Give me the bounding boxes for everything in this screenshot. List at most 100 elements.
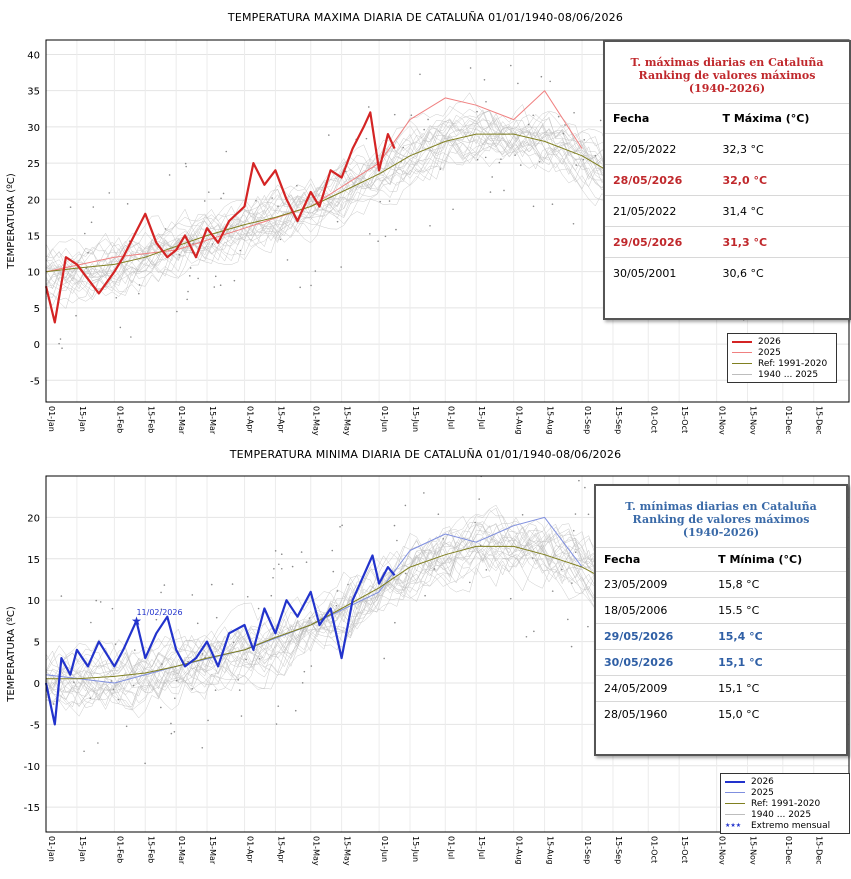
history-point — [383, 657, 385, 660]
history-point — [95, 599, 98, 602]
history-point — [280, 567, 283, 570]
y-tick-label: 20 — [27, 513, 40, 524]
ranking-row: 22/05/2022 32,3 °C — [605, 133, 849, 165]
history-point — [314, 270, 317, 272]
legend-item: ★★★ Extremo mensual — [725, 820, 845, 831]
history-point — [489, 191, 492, 193]
history-point — [519, 164, 522, 166]
history-point — [58, 342, 60, 345]
x-tick-label: 01-Oct — [649, 836, 658, 863]
history-point — [160, 706, 162, 709]
history-point — [344, 170, 347, 173]
x-tick-label: 01-Mar — [177, 406, 186, 435]
history-point — [369, 233, 371, 235]
ranking-cell-date: 24/05/2009 — [596, 675, 711, 702]
ranking-row: 23/05/2009 15,8 °C — [596, 571, 846, 598]
history-point — [60, 595, 63, 597]
y-tick-label: 20 — [27, 195, 40, 206]
x-tick-label: 01-Jul — [446, 836, 455, 859]
history-point — [571, 582, 573, 584]
ranking-cell-date: 29/05/2026 — [605, 226, 715, 258]
ranking-cell-date: 23/05/2009 — [596, 571, 711, 598]
history-point — [517, 82, 519, 85]
history-point — [280, 553, 283, 556]
ranking-cell-date: 29/05/2026 — [596, 623, 711, 650]
history-point — [365, 137, 368, 140]
x-tick-label: 01-Jun — [380, 836, 389, 862]
history-point — [483, 78, 486, 81]
history-point — [170, 722, 172, 725]
history-point — [549, 80, 551, 83]
history-point — [214, 689, 217, 691]
x-tick-label: 15-Aug — [546, 406, 555, 435]
history-point — [191, 594, 194, 596]
x-tick-label: 01-May — [312, 836, 321, 866]
history-point — [119, 326, 122, 329]
legend-swatch — [732, 352, 752, 353]
ranking-cell-date: 28/05/1960 — [596, 701, 711, 728]
history-point — [170, 732, 173, 735]
y-tick-label: 15 — [27, 231, 40, 242]
history-point — [126, 203, 129, 205]
history-point — [574, 513, 577, 515]
series-line-2026-max — [44, 111, 396, 324]
x-tick-label: 15-Jun — [411, 406, 420, 432]
legend-swatch — [725, 780, 745, 783]
history-point — [532, 114, 535, 117]
history-point — [396, 539, 398, 542]
history-point — [279, 238, 282, 241]
x-tick-label: 15-Oct — [680, 836, 689, 863]
history-point — [498, 161, 501, 164]
history-point — [220, 197, 222, 200]
history-point — [185, 165, 187, 168]
legend-label: Ref: 1991-2020 — [758, 358, 828, 369]
ranking-row: 29/05/2026 15,4 °C — [596, 623, 846, 650]
history-point — [130, 336, 132, 338]
history-point — [187, 290, 189, 293]
history-point — [570, 645, 573, 648]
x-tick-label: 15-Aug — [546, 836, 555, 865]
ranking-min-title-line3: (1940-2026) — [682, 526, 760, 539]
ranking-cell-date: 21/05/2022 — [605, 195, 715, 227]
history-point — [442, 538, 445, 540]
history-point — [574, 551, 577, 554]
x-tick-label: 15-Sep — [614, 406, 623, 434]
legend-min: 2026 2025 Ref: 1991-2020 1940 ... 2025 ★★★ Ex… — [720, 773, 850, 834]
x-tick-label: 15-Nov — [749, 406, 758, 435]
history-point — [377, 240, 379, 243]
history-point — [174, 697, 176, 700]
history-point — [112, 688, 115, 691]
history-point — [245, 658, 247, 661]
history-point — [587, 513, 590, 516]
legend-label: Ref: 1991-2020 — [751, 798, 821, 809]
history-point — [296, 184, 298, 187]
y-tick-label: -5 — [30, 376, 40, 387]
y-axis-label: TEMPERATURA (ºC) — [6, 173, 17, 270]
history-point — [273, 567, 275, 570]
ranking-min-table: Fecha T Mínima (°C) 23/05/2009 15,8 °C 18/… — [596, 547, 846, 728]
history-point — [73, 681, 75, 683]
history-point — [97, 742, 99, 744]
history-point — [551, 203, 554, 205]
history-point — [233, 279, 236, 282]
y-axis-label: TEMPERATURA (ºC) — [6, 606, 17, 703]
history-point — [557, 115, 560, 118]
series-line-2025-max — [45, 90, 583, 273]
history-point — [59, 338, 62, 340]
history-point — [175, 679, 178, 682]
ranking-row: 18/05/2006 15.5 °C — [596, 597, 846, 624]
history-point — [394, 621, 396, 624]
x-tick-label: 01-Aug — [515, 406, 524, 435]
history-point — [257, 607, 260, 610]
history-point — [310, 284, 312, 287]
history-point — [83, 750, 85, 753]
ranking-max-title-line3: (1940-2026) — [688, 82, 766, 95]
x-tick-label: 01-Sep — [583, 406, 592, 434]
history-point — [478, 498, 480, 500]
history-point — [476, 158, 479, 161]
history-point — [222, 192, 225, 195]
legend-swatch — [732, 363, 752, 364]
history-point — [572, 222, 575, 225]
history-point — [188, 275, 191, 277]
x-tick-label: 01-Feb — [115, 406, 124, 433]
